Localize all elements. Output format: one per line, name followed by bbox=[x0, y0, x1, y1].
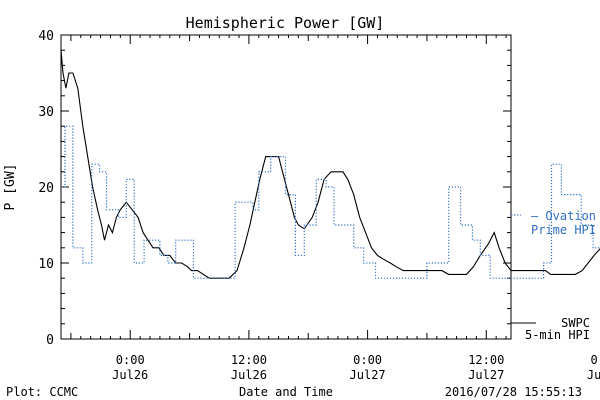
series-swpc-line bbox=[60, 50, 600, 279]
y-tick-label: 10 bbox=[38, 257, 54, 272]
axis-ticks: 0102030400:00Jul2612:00Jul260:00Jul2712:… bbox=[38, 29, 600, 382]
x-tick-label-time: 12:00 bbox=[468, 353, 504, 367]
x-tick-label-date: Jul27 bbox=[350, 368, 386, 382]
legend-swpc-label-1: SWPC bbox=[561, 316, 590, 330]
chart-title: Hemispheric Power [GW] bbox=[186, 14, 385, 32]
series-ovation-line bbox=[61, 125, 600, 279]
x-tick-label-date: Jul27 bbox=[468, 368, 504, 382]
y-tick-label: 0 bbox=[46, 333, 54, 348]
x-tick-label-time: 12:00 bbox=[231, 353, 267, 367]
legend-swpc-label-2: 5-min HPI bbox=[525, 328, 590, 342]
x-axis-label: Date and Time bbox=[239, 385, 333, 399]
x-tick-label-time: 0:00 bbox=[116, 353, 145, 367]
legend-ovation-label-1: — Ovation bbox=[531, 209, 596, 223]
x-tick-label-date: Jul26 bbox=[112, 368, 148, 382]
legend-ovation-label-2: Prime HPI bbox=[531, 223, 596, 237]
x-tick-label-date: Jul26 bbox=[231, 368, 267, 382]
x-tick-label-date: Jul28 bbox=[587, 368, 600, 382]
y-tick-label: 30 bbox=[38, 105, 54, 120]
y-tick-label: 20 bbox=[38, 181, 54, 196]
y-tick-label: 40 bbox=[38, 29, 54, 44]
series-layer bbox=[60, 50, 600, 279]
x-tick-label-time: 0:00 bbox=[353, 353, 382, 367]
y-axis-label: P [GW] bbox=[3, 164, 18, 211]
x-tick-label-time: 0:00 bbox=[591, 353, 600, 367]
footer-timestamp: 2016/07/28 15:55:13 bbox=[445, 385, 582, 399]
footer-plot-source: Plot: CCMC bbox=[6, 385, 78, 399]
